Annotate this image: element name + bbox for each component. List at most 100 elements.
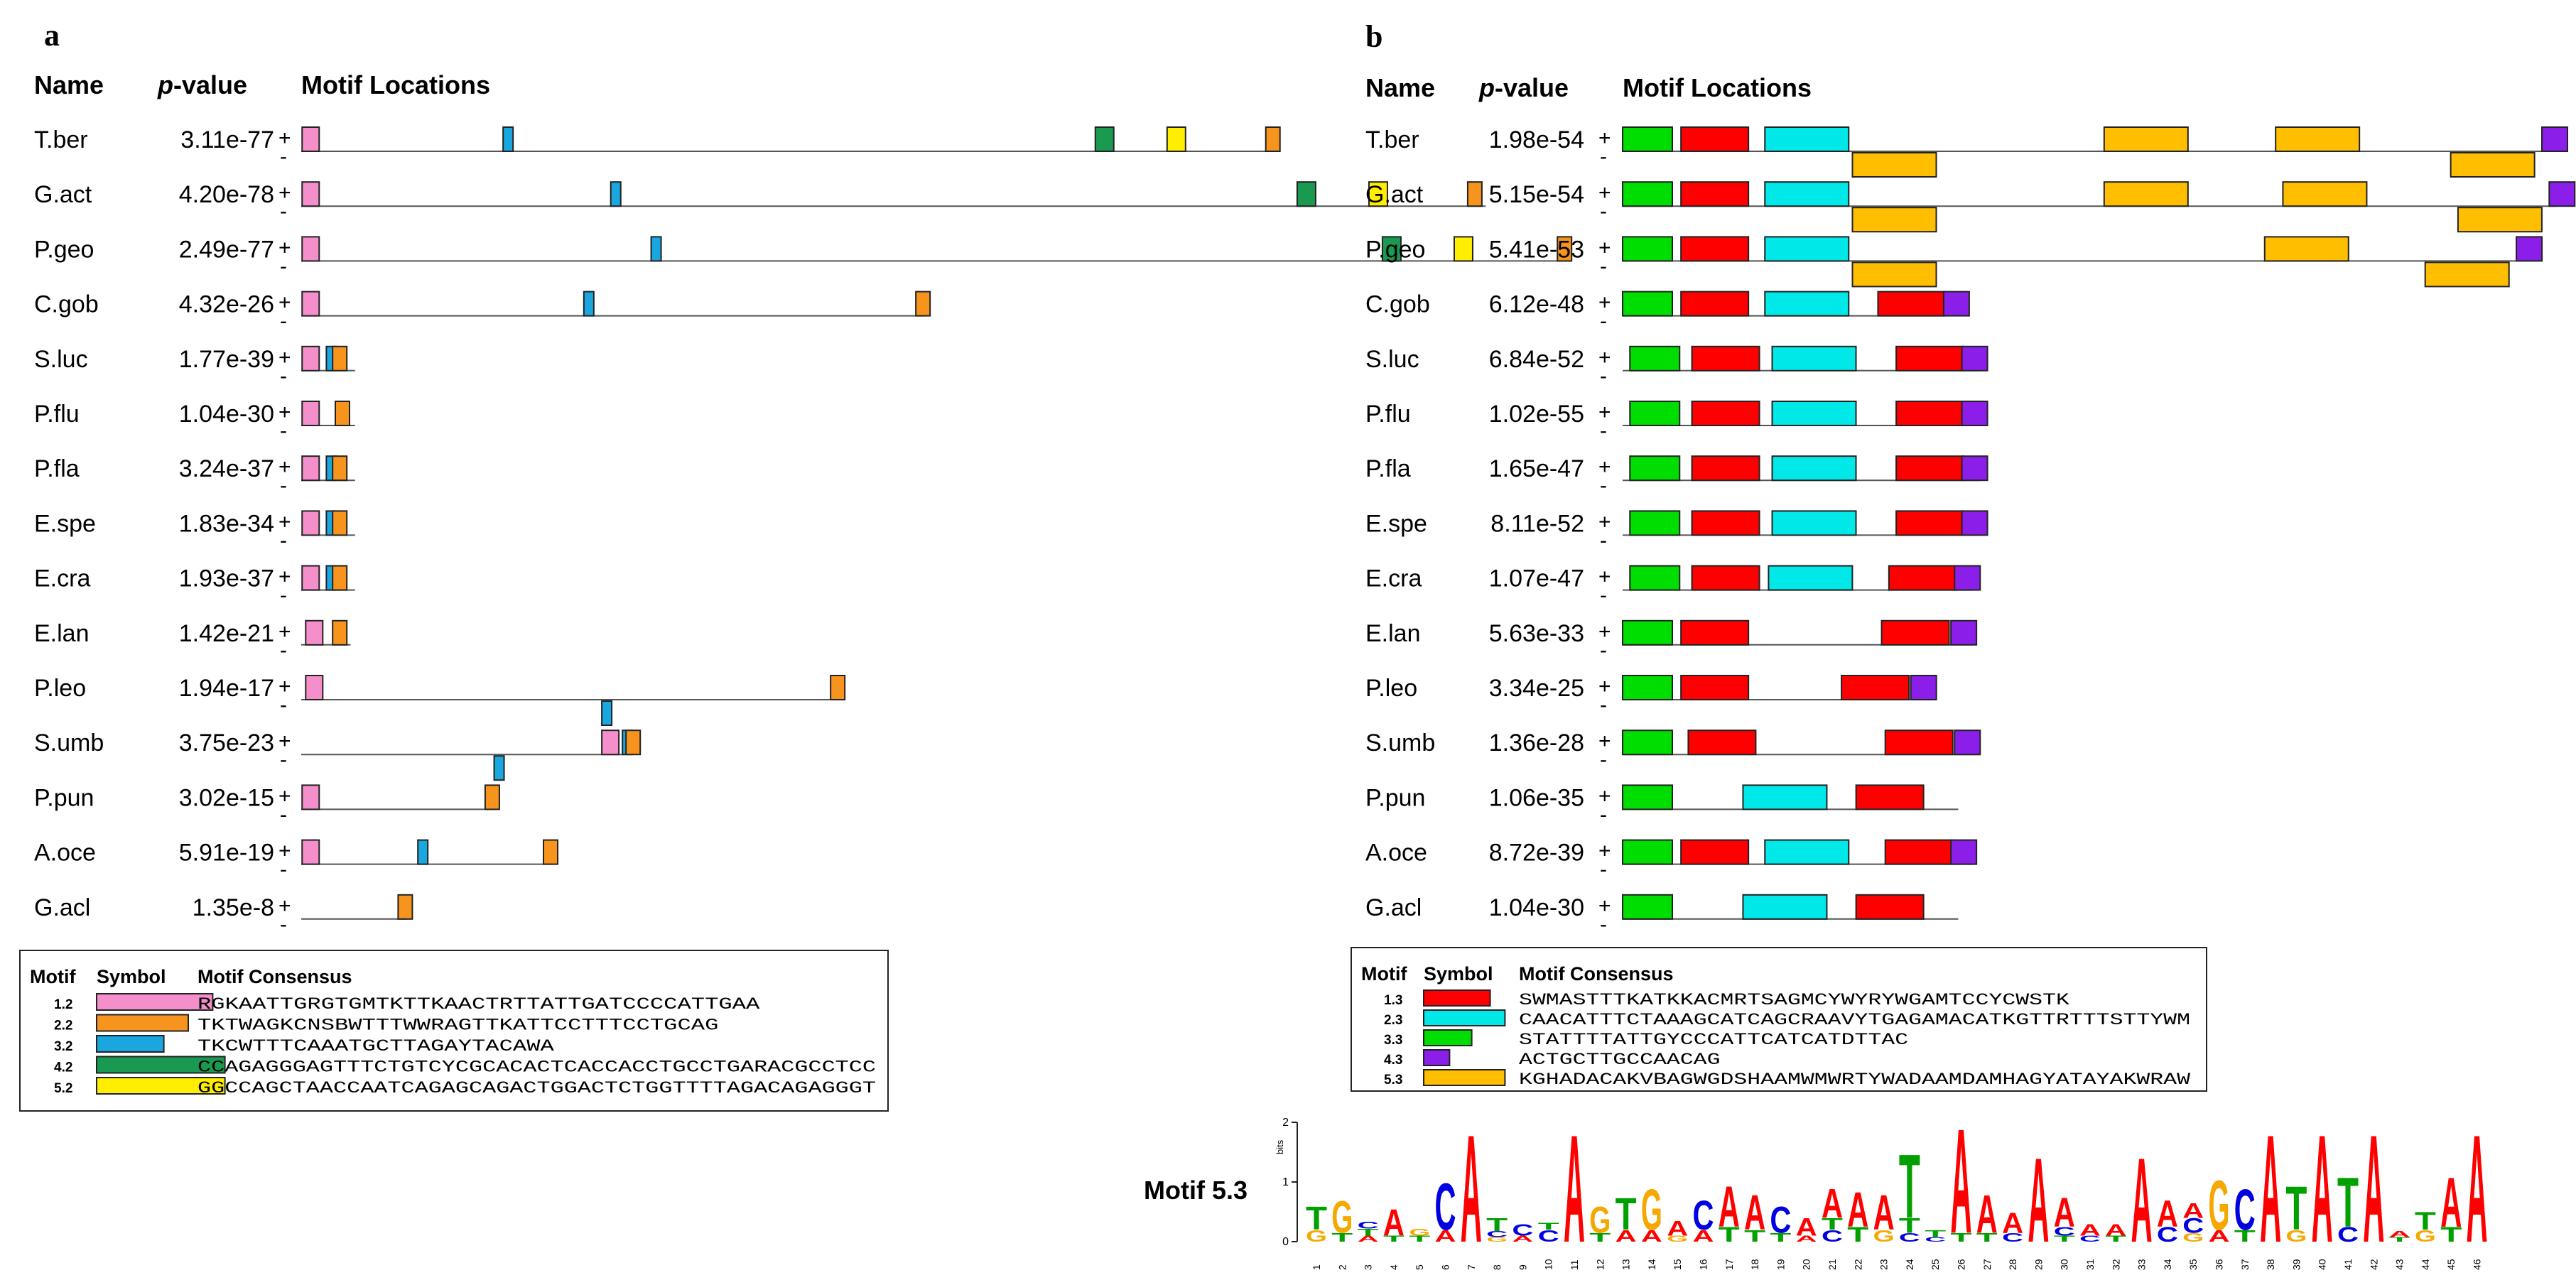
legend-motif-id: 1.3 bbox=[1384, 993, 1402, 1008]
legend-consensus: TKTWAGKCNSBWTTTWWRAGTTKATTCCTTTCCTGCAG bbox=[197, 1016, 718, 1035]
logo-letter-C: C bbox=[2337, 1222, 2359, 1246]
p-value: 1.02e-55 bbox=[1489, 401, 1584, 428]
logo-position-label: 29 bbox=[2033, 1259, 2044, 1270]
minus-strand-mark: - bbox=[1600, 803, 1607, 826]
logo-letter-A: A bbox=[1976, 1184, 1998, 1244]
motif-1-2-block bbox=[301, 236, 320, 262]
minus-strand-mark: - bbox=[280, 474, 287, 497]
species-name: G.act bbox=[34, 181, 92, 208]
logo-letter-A: A bbox=[2260, 1103, 2281, 1274]
panel-b-row-S-umb: S.umb 1.36e-28 +- bbox=[1365, 730, 1981, 771]
logo-position-label: 21 bbox=[1827, 1259, 1838, 1270]
motif-3-3-block bbox=[1622, 894, 1673, 920]
logo-position-label: 1 bbox=[1311, 1264, 1322, 1270]
logo-position-label: 25 bbox=[1930, 1259, 1941, 1270]
logo-position-label: 12 bbox=[1594, 1259, 1606, 1270]
logo-letter-T: T bbox=[1847, 1222, 1868, 1246]
motif-3-2-block bbox=[583, 291, 595, 317]
logo-letter-C: C bbox=[1358, 1220, 1379, 1231]
panel-b-row-P-geo: P.geo 5.41e-53 +- bbox=[1365, 236, 2543, 288]
species-name: S.luc bbox=[1365, 346, 1419, 373]
motif-1-3-block bbox=[1691, 401, 1760, 426]
p-value: 1.93e-37 bbox=[179, 565, 274, 592]
motif-1-3-block bbox=[1895, 455, 1965, 482]
legend-consensus: STATTTTATTGYCCCATTCATCATDTTAC bbox=[1519, 1031, 1908, 1049]
p-value: 3.34e-25 bbox=[1489, 675, 1584, 702]
species-name: E.spe bbox=[34, 510, 96, 537]
logo-position-label: 45 bbox=[2445, 1259, 2457, 1270]
motif-3-3-block bbox=[1622, 126, 1673, 152]
motif-2-2-block bbox=[625, 730, 642, 756]
species-name: P.geo bbox=[1365, 236, 1425, 263]
logo-letter-A: A bbox=[1358, 1235, 1379, 1244]
logo-letter-C: C bbox=[2157, 1222, 2178, 1246]
legend-consensus: GGCCAGCTAACCAATCAGAGCAGACTGGACTCTGGTTTTA… bbox=[197, 1079, 876, 1097]
motif-1-2-block bbox=[601, 730, 620, 756]
plus-strand-mark: + bbox=[278, 181, 291, 205]
logo-letter-A: A bbox=[1744, 1186, 1765, 1241]
motif-3-3-block bbox=[1622, 675, 1673, 700]
logo-position-label: 28 bbox=[2007, 1259, 2018, 1270]
logo-letter-T: T bbox=[2389, 1236, 2410, 1243]
motif-1-2-block bbox=[301, 345, 320, 371]
logo-letter-A: A bbox=[1719, 1175, 1740, 1240]
logo-letter-C: C bbox=[2054, 1225, 2075, 1239]
p-value: 5.15e-54 bbox=[1489, 181, 1584, 208]
p-value: 3.11e-77 bbox=[180, 126, 274, 153]
logo-position-label: 19 bbox=[1775, 1259, 1786, 1270]
panel-b-legend-symbol-header: Symbol bbox=[1424, 963, 1493, 985]
motif-1-3-block bbox=[1884, 730, 1954, 756]
panel-a: a Name p-value Motif Locations T.ber 3.11… bbox=[19, 18, 1573, 1112]
logo-position-label: 15 bbox=[1672, 1259, 1683, 1270]
p-value: 6.84e-52 bbox=[1489, 346, 1584, 373]
minus-strand-mark: - bbox=[280, 748, 287, 771]
logo-letter-T: T bbox=[1486, 1215, 1508, 1235]
panel-b-legend-entry: 3.3 STATTTTATTGYCCCATTCATCATDTTAC bbox=[1384, 1029, 1908, 1049]
motif-3-3-block bbox=[1629, 401, 1681, 426]
minus-strand-mark: - bbox=[280, 639, 287, 662]
legend-consensus: RGKAATTGRGTGMTKTTKAACTRTTATTGATCCCCATTGA… bbox=[197, 995, 760, 1014]
minus-strand-mark: - bbox=[280, 858, 287, 882]
p-value: 2.49e-77 bbox=[179, 236, 274, 263]
motif-1-2-block bbox=[301, 401, 320, 426]
panel-a-row-P-flu: P.flu 1.04e-30 +- bbox=[34, 401, 355, 443]
p-value: 5.63e-33 bbox=[1489, 620, 1584, 647]
minus-strand-mark: - bbox=[280, 364, 287, 388]
species-name: P.geo bbox=[34, 236, 94, 263]
panel-a-row-P-pun: P.pun 3.02e-15 +- bbox=[34, 784, 500, 826]
motif-2-2-block bbox=[543, 839, 559, 865]
panel-b-row-P-flu: P.flu 1.02e-55 +- bbox=[1365, 401, 1988, 443]
panel-b-row-A-oce: A.oce 8.72e-39 +- bbox=[1365, 839, 1978, 882]
motif-4-3-block bbox=[1950, 839, 1978, 865]
minus-strand-mark: - bbox=[1600, 474, 1607, 497]
legend-symbol bbox=[96, 1035, 165, 1053]
p-value: 3.24e-37 bbox=[179, 455, 274, 482]
species-name: T.ber bbox=[34, 126, 88, 153]
logo-letter-T: T bbox=[2337, 1164, 2359, 1242]
motif-3-3-block bbox=[1622, 784, 1673, 810]
logo-position-label: 20 bbox=[1801, 1259, 1812, 1270]
logo-letter-G: G bbox=[1331, 1191, 1353, 1242]
legend-consensus: KGHADACAKVBAGWGDSHAAMWMWRTYWADAAMDAMHAGY… bbox=[1519, 1070, 2190, 1089]
legend-symbol bbox=[96, 1014, 189, 1032]
motif-3-2-block bbox=[601, 700, 613, 726]
logo-y-tick-label: 0 bbox=[1282, 1236, 1289, 1248]
plus-strand-mark: + bbox=[278, 510, 291, 533]
motif-2-2-block bbox=[334, 401, 350, 426]
panel-b-row-G-acl: G.acl 1.04e-30 +- bbox=[1365, 894, 1959, 936]
logo-letter-T: T bbox=[1331, 1230, 1353, 1244]
motif-4-3-block bbox=[1942, 291, 1970, 317]
motif-2-3-block bbox=[1771, 345, 1857, 371]
motif-1-3-block bbox=[1691, 455, 1760, 482]
motif-3-3-block bbox=[1629, 510, 1681, 536]
panel-b-row-T-ber: T.ber 1.98e-54 +- bbox=[1365, 126, 2569, 178]
panel-b-row-P-leo: P.leo 3.34e-25 +- bbox=[1365, 675, 1937, 717]
p-value: 5.91e-19 bbox=[179, 840, 274, 867]
panel-b-row-C-gob: C.gob 6.12e-48 +- bbox=[1365, 291, 1970, 333]
motif-4-3-block bbox=[1950, 619, 1978, 646]
logo-letter-A: A bbox=[1796, 1213, 1817, 1241]
panel-a-row-G-act: G.act 4.20e-78 +- bbox=[34, 181, 1486, 223]
species-name: T.ber bbox=[1365, 126, 1419, 153]
logo-position-label: 44 bbox=[2420, 1259, 2431, 1270]
